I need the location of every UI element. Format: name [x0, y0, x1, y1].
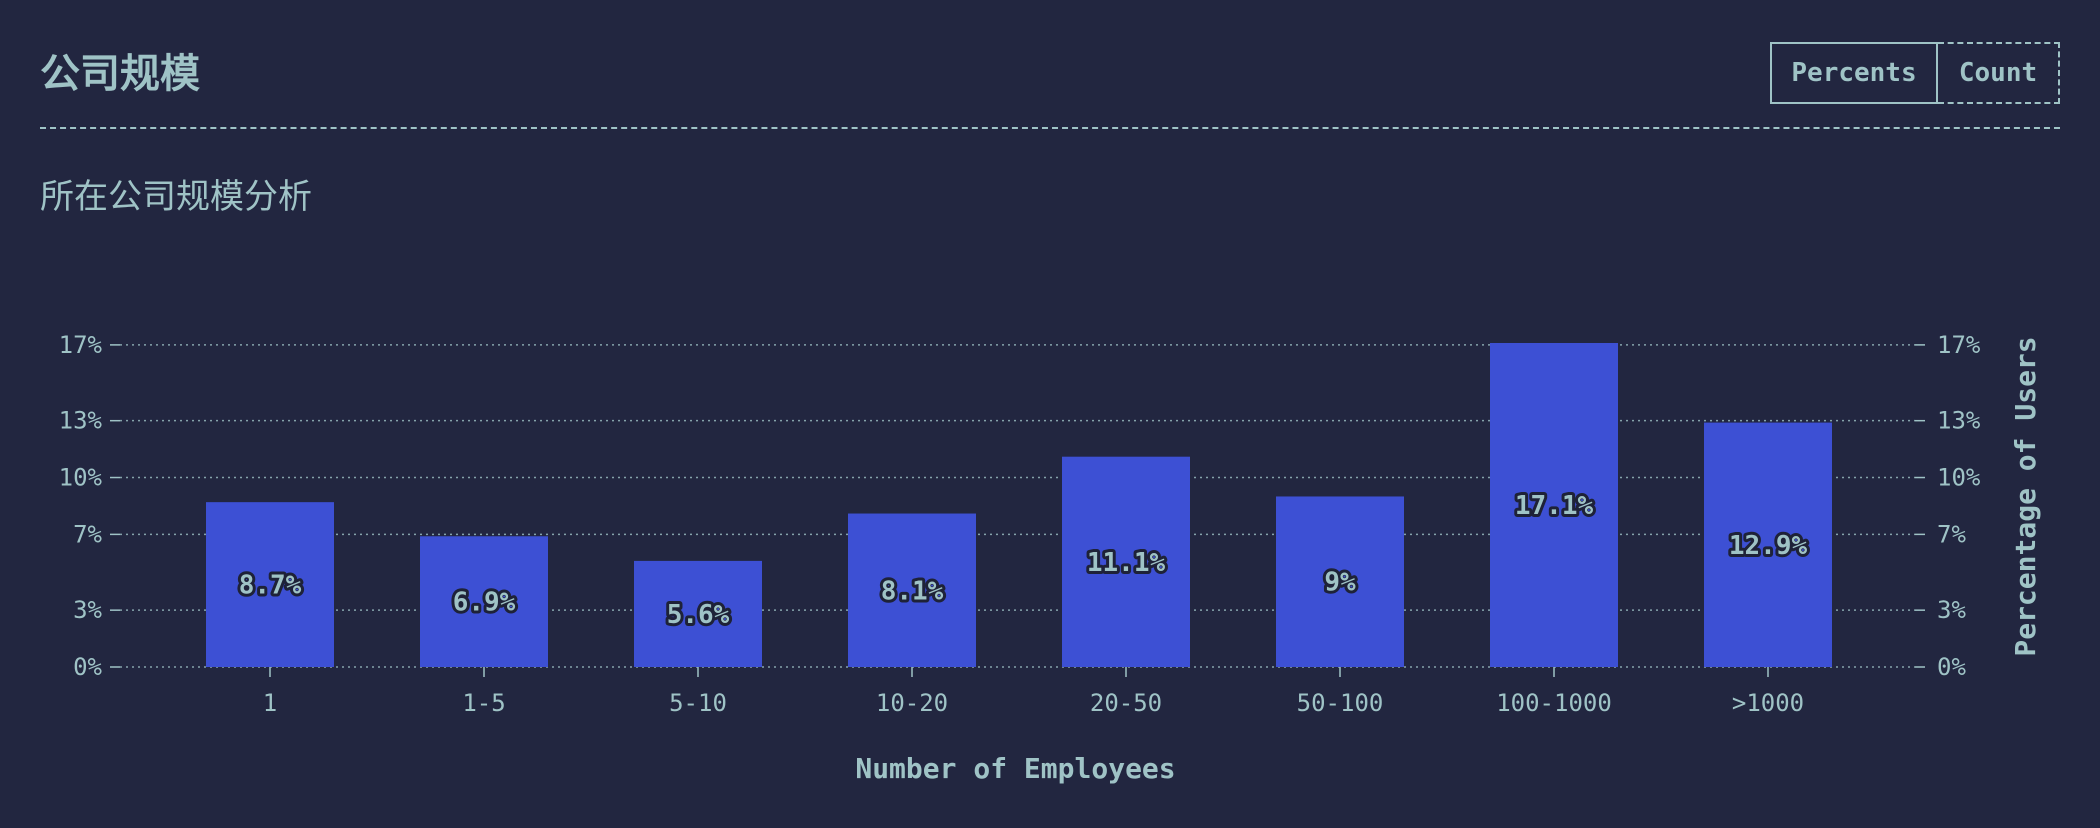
y-tick-label-right: 17% [1937, 331, 1981, 359]
bar [1704, 422, 1832, 667]
data-label: 5.6% [667, 600, 730, 630]
y-tick-label-left: 17% [59, 331, 103, 359]
y-tick-label-right: 7% [1937, 520, 1966, 548]
y-tick-label-right: 3% [1937, 596, 1966, 624]
y-tick-label-right: 13% [1937, 407, 1981, 435]
y-axis-title: Percentage of Users [2009, 336, 2042, 656]
bar [1276, 496, 1404, 667]
data-label: 6.9% [453, 588, 516, 618]
x-tick-label: 100-1000 [1496, 689, 1612, 717]
y-tick-label-left: 7% [73, 520, 102, 548]
y-tick-label-left: 0% [73, 653, 102, 681]
y-tick-label-right: 10% [1937, 464, 1981, 492]
data-label: 8.1% [881, 576, 944, 606]
data-label: 17.1% [1515, 491, 1594, 521]
count-toggle-button[interactable]: Count [1938, 42, 2060, 104]
x-tick-label: 5-10 [669, 689, 727, 717]
data-label: 12.9% [1729, 531, 1808, 561]
x-tick-label: 20-50 [1090, 689, 1162, 717]
bar [848, 513, 976, 667]
x-tick-label: 10-20 [876, 689, 948, 717]
x-axis-title: Number of Employees [855, 752, 1175, 785]
y-tick-label-left: 10% [59, 464, 103, 492]
bar [634, 560, 762, 667]
bar [1490, 343, 1618, 667]
chart-subtitle: 所在公司规模分析 [40, 177, 312, 217]
bar [206, 502, 334, 667]
y-tick-label-left: 13% [59, 407, 103, 435]
y-tick-label-left: 3% [73, 596, 102, 624]
y-tick-label-right: 0% [1937, 653, 1966, 681]
data-label: 9% [1324, 568, 1356, 598]
data-label: 8.7% [239, 571, 302, 601]
data-label: 11.1% [1087, 548, 1166, 578]
display-mode-toggle: Percents Count [1770, 42, 2060, 104]
x-tick-label: 1 [263, 689, 277, 717]
page-title: 公司规模 [40, 51, 200, 97]
x-tick-label: 1-5 [462, 689, 505, 717]
page-header: 公司规模 Percents Count [40, 0, 2060, 129]
x-tick-label: >1000 [1732, 689, 1804, 717]
percents-toggle-button[interactable]: Percents [1770, 42, 1938, 104]
bar [1062, 456, 1190, 667]
x-tick-label: 50-100 [1297, 689, 1384, 717]
bar [420, 536, 548, 667]
